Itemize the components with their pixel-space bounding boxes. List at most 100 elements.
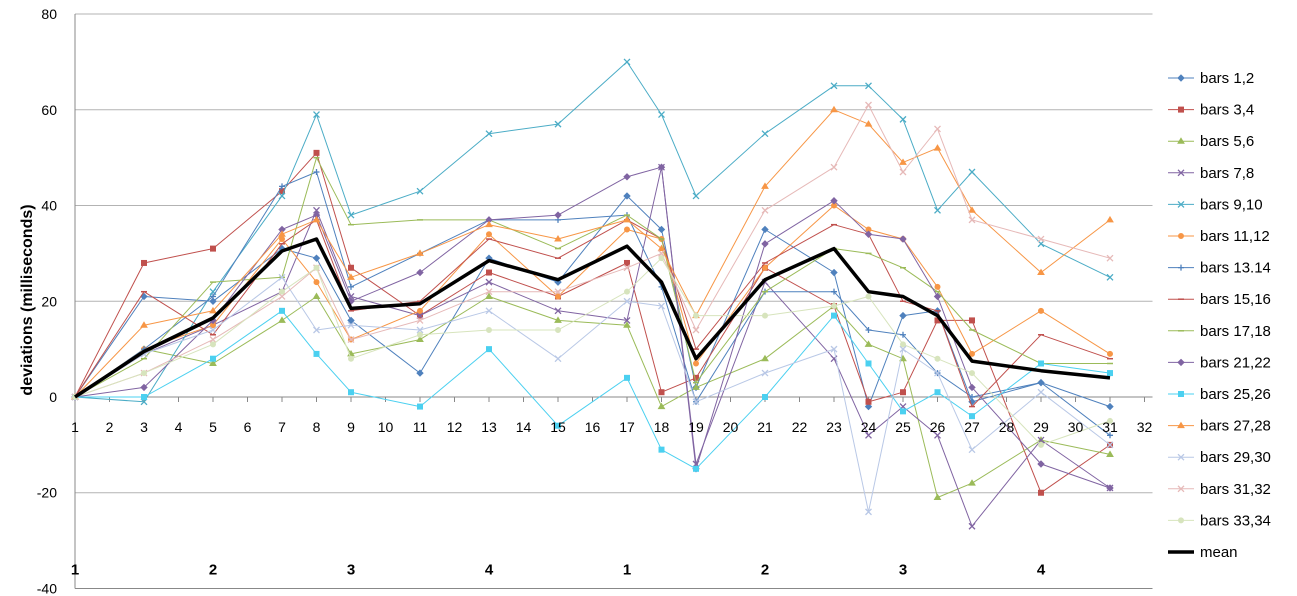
legend-item: bars 9,10 [1168,196,1263,213]
data-point [968,168,976,176]
series-line [74,109,1111,398]
data-point [1177,200,1185,208]
data-point [313,264,320,271]
x-tick-label: 6 [244,419,252,435]
data-point [934,283,941,290]
data-point [933,144,942,151]
data-point [1037,436,1045,444]
y-tick-label: -40 [37,580,57,596]
data-point [658,302,665,310]
data-point [657,402,666,410]
data-point [933,493,942,501]
data-point [658,249,665,257]
data-point [623,316,631,324]
data-point [658,255,665,262]
data-point [348,283,354,290]
data-point [416,369,424,377]
data-point [658,111,665,119]
legend-label: bars 13.14 [1200,260,1271,277]
series-line [74,219,1111,408]
x-tick-label: 32 [1137,419,1153,435]
data-point [900,341,906,348]
data-point [485,307,493,315]
x-tick-label: 26 [930,419,946,435]
legend-label: bars 11,12 [1200,228,1270,245]
x-tick-label: 3 [140,419,148,435]
data-point [1106,484,1114,492]
data-point [900,389,906,396]
data-point [900,408,906,415]
data-point [1106,450,1114,457]
data-point [624,288,630,295]
data-point [1177,421,1185,429]
data-point [279,288,285,295]
x-tick-label: 11 [413,419,428,435]
legend-item: mean [1168,544,1238,561]
data-point [657,244,666,252]
data-point [1038,307,1044,314]
data-point [485,278,493,286]
data-point [1038,489,1044,496]
data-point [969,370,975,377]
data-point [1177,74,1185,82]
x-tick-label: 21 [757,419,773,435]
legend-label: bars 3,4 [1200,102,1254,119]
data-point [1178,264,1184,271]
data-point [554,235,562,242]
data-point [693,312,699,319]
data-point [1177,358,1185,367]
x-tick-label: 25 [895,419,911,435]
data-point [934,125,941,133]
data-point [555,293,561,300]
data-point [1177,137,1185,144]
data-point [969,413,975,420]
data-point [140,321,148,328]
x-tick-label: 23 [826,419,842,435]
data-point [486,269,492,276]
data-point [658,446,665,453]
y-axis-label: deviations (milliseconds) [19,204,36,395]
legend-item: bars 5,6 [1168,133,1254,150]
x-tick-label: 30 [1068,419,1084,435]
x-tick-label: 12 [447,419,463,435]
data-point [865,101,872,109]
data-point [830,163,838,171]
data-point [865,326,872,333]
data-point [865,431,872,439]
data-point [624,259,630,266]
data-point [968,206,976,213]
legend-label: bars 31,32 [1200,481,1271,498]
legend-label: bars 15,16 [1200,291,1271,308]
data-point [1038,360,1044,367]
legend-label: bars 17,18 [1200,323,1271,340]
x-tick-label: 8 [313,419,321,435]
data-point [416,268,424,277]
data-point [623,192,631,200]
data-point [693,374,699,381]
data-point [934,389,941,396]
x-tick-label: 16 [585,419,601,435]
data-point [416,335,424,343]
data-point [141,370,147,377]
data-point [830,268,838,277]
x-tick-label: 7 [278,419,286,435]
x-tick-label: 5 [209,419,217,435]
x-tick-label: 29 [1033,419,1049,435]
data-point [486,326,492,333]
series-line [74,166,1111,489]
legend-label: mean [1200,544,1238,561]
data-point [830,82,838,90]
data-point [1106,273,1114,281]
data-point [864,120,873,127]
series-line [74,257,1111,446]
data-point [348,264,354,271]
data-point [968,479,976,486]
y-tick-label: 0 [49,389,57,405]
legend: bars 1,2 bars 3,4 bars 5,6 bars 7,8 bars 9,1… [1168,70,1271,561]
beat-label: 4 [1037,561,1046,578]
data-point [1178,233,1184,239]
data-point [347,336,355,344]
data-point [210,293,216,300]
data-point [417,403,423,410]
data-point [1106,215,1114,223]
